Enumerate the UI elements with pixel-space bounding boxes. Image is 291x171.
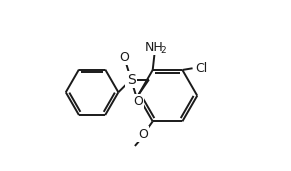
- Text: O: O: [133, 95, 143, 108]
- Text: O: O: [119, 51, 129, 64]
- Text: Cl: Cl: [195, 62, 207, 75]
- Text: 2: 2: [160, 46, 166, 55]
- Text: NH: NH: [145, 41, 164, 54]
- Text: S: S: [127, 73, 135, 87]
- Text: O: O: [139, 128, 148, 141]
